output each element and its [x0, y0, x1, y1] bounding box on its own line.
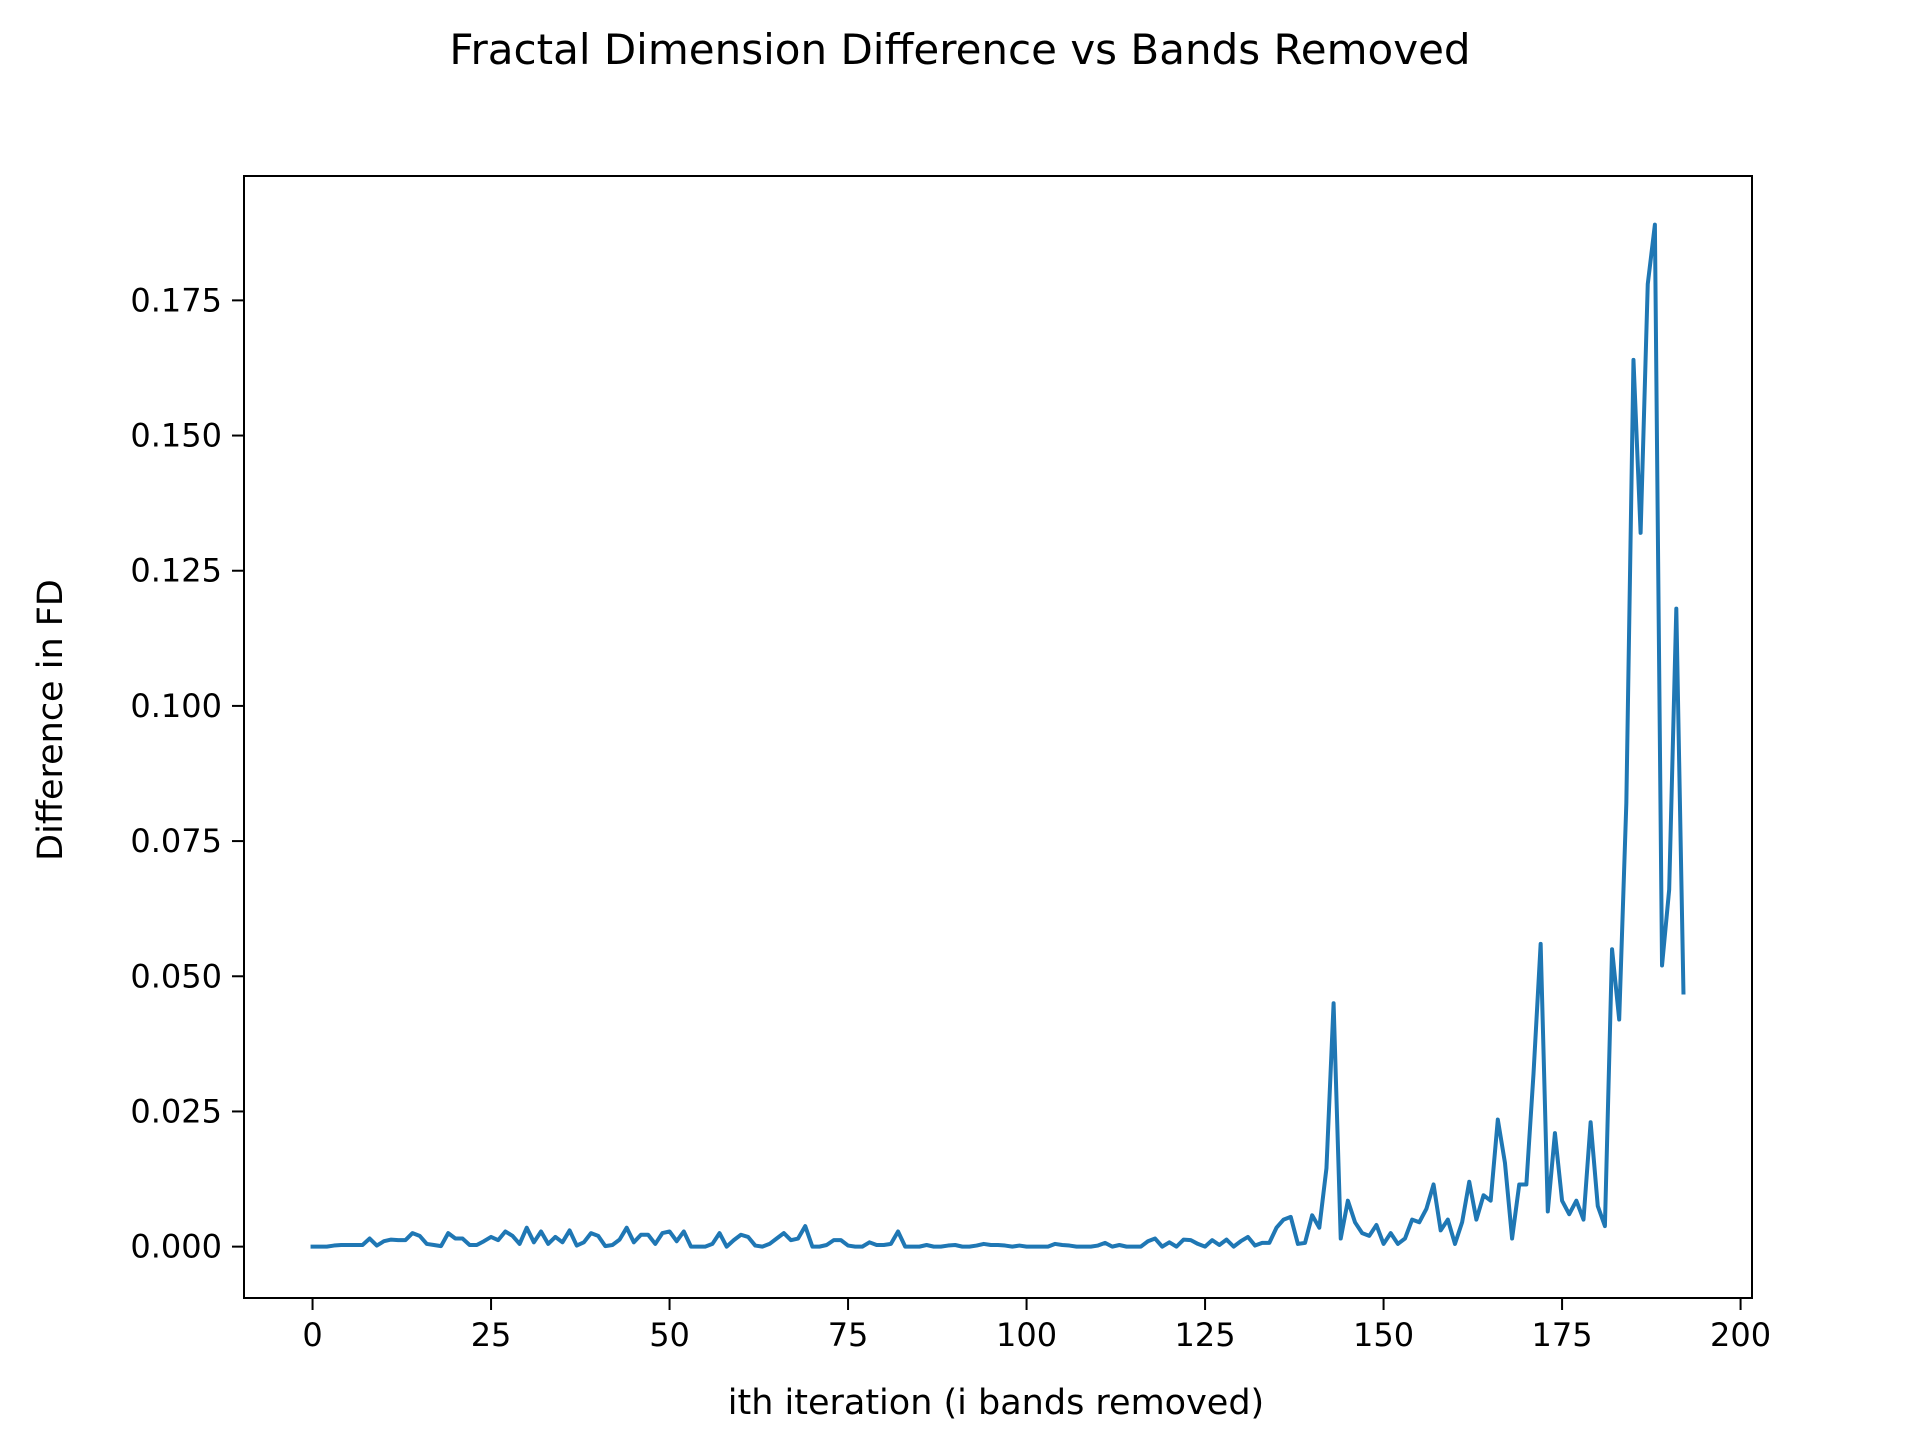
- y-tick-label: 0.050: [130, 957, 222, 995]
- x-tick-label: 25: [471, 1316, 512, 1354]
- y-tick-label: 0.100: [130, 687, 222, 725]
- x-tick-label: 150: [1353, 1316, 1414, 1354]
- x-tick-label: 75: [828, 1316, 869, 1354]
- y-tick-label: 0.125: [130, 552, 222, 590]
- x-tick-label: 0: [302, 1316, 322, 1354]
- x-tick-label: 50: [649, 1316, 690, 1354]
- plot-frame: [243, 175, 1753, 1299]
- y-tick-label: 0.075: [130, 822, 222, 860]
- y-axis-title: Difference in FD: [31, 579, 71, 861]
- y-axis: 0.000 0.025 0.050 0.075 0.100 0.125 0.150 0.175: [130, 281, 244, 1266]
- x-tick-label: 175: [1532, 1316, 1593, 1354]
- x-axis: 0 25 50 75 100 125 150 175 200: [302, 1298, 1771, 1354]
- plot-area: [310, 222, 1686, 1249]
- y-tick-label: 0.175: [130, 281, 222, 319]
- x-tick-label: 100: [996, 1316, 1057, 1354]
- y-tick-label: 0.150: [130, 417, 222, 455]
- x-tick-label: 125: [1175, 1316, 1236, 1354]
- y-tick-label: 0.025: [130, 1092, 222, 1130]
- chart-title: Fractal Dimension Difference vs Bands Re…: [449, 25, 1470, 74]
- x-tick-label: 200: [1710, 1316, 1771, 1354]
- series-line: [310, 222, 1686, 1249]
- y-tick-label: 0.000: [130, 1228, 222, 1266]
- x-axis-title: ith iteration (i bands removed): [728, 1383, 1264, 1423]
